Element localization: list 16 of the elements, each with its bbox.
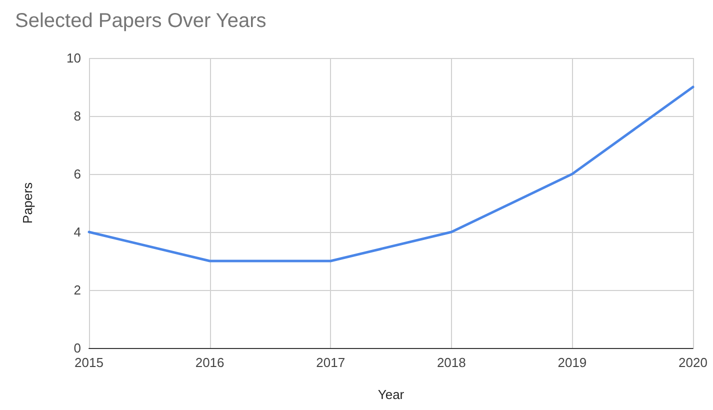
y-tick-label: 10 <box>66 50 81 66</box>
y-tick-label: 2 <box>74 282 81 298</box>
line-series <box>88 86 694 262</box>
y-tick-label: 0 <box>74 340 81 356</box>
x-tick-label: 2016 <box>195 355 224 370</box>
x-tick-label: 2018 <box>436 355 466 370</box>
y-axis-title: Papers <box>20 182 35 224</box>
y-tick-label: 4 <box>74 224 81 240</box>
chart-title: Selected Papers Over Years <box>15 10 266 32</box>
x-tick-label: 2019 <box>558 355 587 370</box>
x-axis-title: Year <box>378 387 405 402</box>
x-tick-label: 2017 <box>316 355 346 370</box>
x-tick-label: 2015 <box>74 355 104 370</box>
y-tick-label: 8 <box>74 108 81 124</box>
y-tick-label: 6 <box>74 166 81 182</box>
x-tick-label: 2020 <box>678 355 708 370</box>
